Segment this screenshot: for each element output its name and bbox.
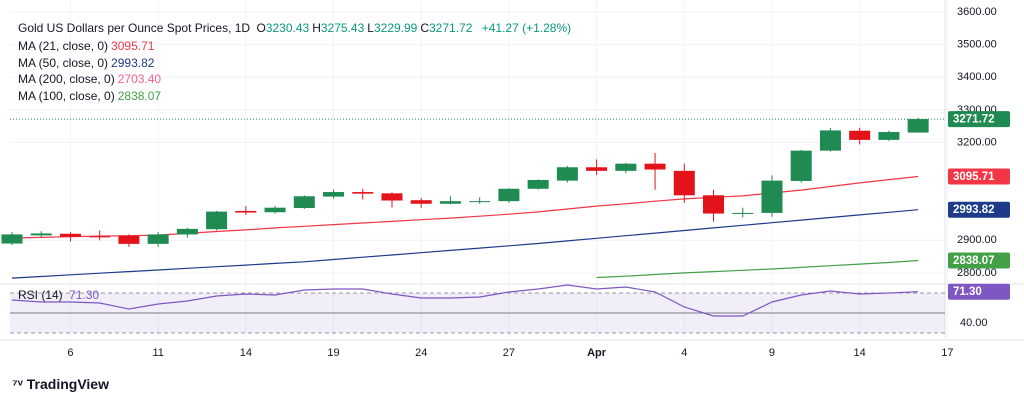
candle-body <box>439 201 461 204</box>
rsi-tick-label: 40.00 <box>960 317 988 329</box>
ma-tag-box <box>948 252 1010 269</box>
candle-body <box>673 170 695 196</box>
header: Gold US Dollars per Ounce Spot Prices, 1… <box>18 21 574 35</box>
ma-tag-box <box>948 201 1010 218</box>
candle-body <box>30 233 52 236</box>
y-tick-label: 2900.00 <box>957 234 997 246</box>
y-tick-label: 3600.00 <box>957 6 997 18</box>
candle-body <box>644 163 666 170</box>
ma-tag: 2993.82 <box>953 204 995 216</box>
x-tick-label: Apr <box>587 347 607 359</box>
candle-body <box>147 234 169 244</box>
y-tick-label: 3200.00 <box>957 136 997 148</box>
header-change: +41.27 (+1.28%) <box>481 21 572 35</box>
last-price-tag: 3271.72 <box>953 114 995 126</box>
brand: ⁷ᵛ TradingView <box>12 376 109 392</box>
rsi-tag-box <box>948 283 1010 300</box>
x-tick-label: 14 <box>240 347 252 359</box>
ohlc-value: 3230.43 <box>265 21 310 35</box>
candle-body <box>703 195 725 214</box>
legend-name: MA (21, close, 0) <box>18 39 109 53</box>
legend-name: MA (50, close, 0) <box>18 55 109 70</box>
x-tick-label: 19 <box>327 347 339 359</box>
candle-body <box>790 150 812 181</box>
candle-body <box>761 180 783 213</box>
candle-body <box>352 192 374 194</box>
ohlc-label: O <box>256 21 266 35</box>
ohlc-value: 3275.43 <box>320 21 365 35</box>
candle-body <box>206 211 228 230</box>
ma-line <box>11 209 919 279</box>
ohlc-label: C <box>420 21 429 35</box>
candle-body <box>849 130 871 140</box>
y-tick-label: 2800.00 <box>957 267 997 279</box>
ma-tag: 2838.07 <box>953 255 995 267</box>
rsi-value: 71.30 <box>69 288 100 302</box>
last-price-tag-box <box>948 111 1010 128</box>
candle-body <box>118 235 140 244</box>
legend-entry: MA (50, close, 0) 2993.82 <box>18 55 164 72</box>
candle-body <box>732 212 754 214</box>
candle-body <box>819 130 841 151</box>
candle-body <box>381 193 403 201</box>
ohlc-value: 3229.99 <box>373 21 418 35</box>
legend-entry: MA (21, close, 0) 3095.71 <box>18 38 164 55</box>
brand-logo: ⁷ᵛ <box>12 376 27 392</box>
legend-name: MA (200, close, 0) <box>18 72 115 86</box>
ma-tag-box <box>948 168 1010 185</box>
legend-value: 2993.82 <box>111 55 155 70</box>
ohlc-label: H <box>312 21 321 35</box>
legend: MA (21, close, 0) 3095.71 MA (50, close, 0… <box>18 38 164 104</box>
x-tick-label: 24 <box>415 347 427 359</box>
candle-body <box>1 234 23 244</box>
y-tick-label: 3500.00 <box>957 39 997 51</box>
x-tick-label: 11 <box>152 347 163 359</box>
legend-value: 2703.40 <box>117 72 162 86</box>
candle-body <box>89 236 111 238</box>
candle-body <box>323 192 345 197</box>
ohlc-fields: O3230.43 H3275.43 L3229.99 C3271.72 <box>256 21 475 35</box>
x-tick-label: 27 <box>503 347 515 359</box>
legend-value: 3095.71 <box>111 39 155 53</box>
candle-body <box>293 196 315 209</box>
brand-name: TradingView <box>26 376 109 392</box>
y-tick-label: 3400.00 <box>957 71 997 83</box>
ma-line <box>596 259 919 279</box>
candle-body <box>176 228 198 235</box>
candle-body <box>59 233 81 237</box>
candle-body <box>469 201 491 203</box>
rsi-line <box>11 284 919 317</box>
candle-body <box>235 210 257 213</box>
legend-value: 2838.07 <box>117 88 162 103</box>
x-tick-label: 9 <box>769 347 775 359</box>
x-tick-label: 17 <box>941 347 953 359</box>
candle-body <box>410 200 432 204</box>
x-tick-label: 4 <box>681 347 687 359</box>
candle-body <box>498 188 520 202</box>
candle-body <box>556 167 578 181</box>
candle-body <box>264 207 286 213</box>
rsi-name: RSI (14) <box>18 288 63 302</box>
ohlc-label: L <box>367 21 374 35</box>
candle-body <box>878 132 900 140</box>
ma-tag: 3095.71 <box>953 171 995 183</box>
header-title: Gold US Dollars per Ounce Spot Prices, 1… <box>18 21 251 35</box>
candle-body <box>907 119 929 133</box>
legend-entry: MA (200, close, 0) 2703.40 <box>18 71 164 88</box>
legend-entry: MA (100, close, 0) 2838.07 <box>18 88 164 105</box>
ohlc-value: 3271.72 <box>429 21 473 35</box>
candle-body <box>586 167 608 171</box>
x-tick-label: 14 <box>854 347 866 359</box>
candle-body <box>615 163 637 171</box>
rsi-tag: 71.30 <box>953 286 982 298</box>
candle-body <box>527 179 549 189</box>
rsi-legend: RSI (14) 71.30 <box>18 288 102 302</box>
x-tick-label: 6 <box>67 347 73 359</box>
legend-name: MA (100, close, 0) <box>18 88 115 103</box>
